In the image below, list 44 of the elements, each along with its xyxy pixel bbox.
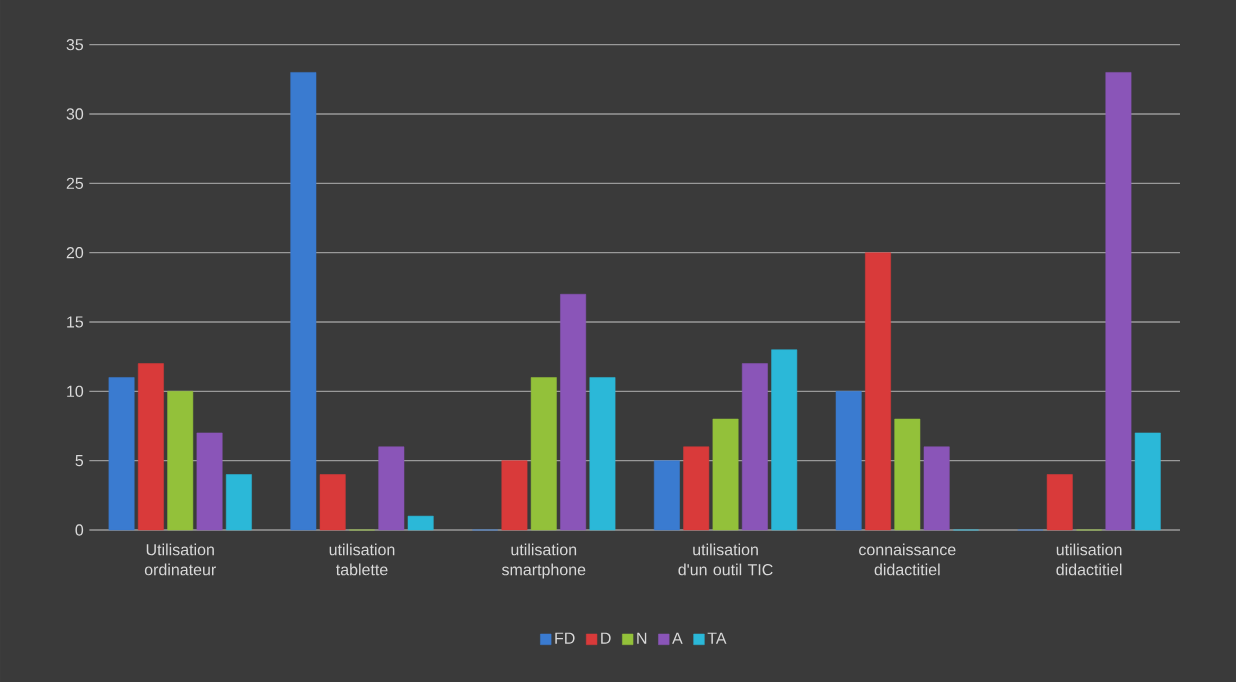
- bar: [1105, 72, 1132, 531]
- bar: [407, 515, 434, 531]
- bar: [589, 377, 616, 531]
- y-tick-label: 20: [66, 247, 84, 259]
- bar: [167, 391, 194, 531]
- y-tick-label: 25: [66, 177, 84, 189]
- bar: [501, 460, 528, 531]
- y-tick-label: 0: [75, 524, 84, 536]
- bar: [378, 446, 405, 531]
- legend-label: A: [672, 632, 683, 644]
- x-tick-label: utilisation d'un outil TIC: [678, 543, 773, 576]
- x-tick-label: utilisation tablette: [329, 543, 395, 576]
- bar: [137, 363, 164, 531]
- bar: [530, 377, 557, 531]
- x-tick-label: utilisation smartphone: [501, 543, 586, 579]
- x-tick-label: utilisation didactitiel: [1056, 543, 1122, 576]
- bar: [683, 446, 710, 531]
- y-tick-label: 30: [66, 108, 84, 120]
- bar: [865, 252, 891, 531]
- bar: [1134, 432, 1161, 531]
- bar: [835, 391, 862, 531]
- y-tick-label: 5: [75, 455, 84, 467]
- legend-label: TA: [707, 632, 727, 644]
- bar: [712, 418, 739, 531]
- y-tick-label: 35: [66, 39, 84, 51]
- bar: [653, 460, 680, 531]
- bar: [196, 432, 223, 531]
- bar: [741, 363, 768, 531]
- bar: [560, 293, 587, 531]
- bar: [923, 446, 950, 531]
- legend-label: D: [601, 632, 611, 644]
- x-tick-label: connaissance didactitiel: [859, 543, 956, 576]
- y-tick-label: 15: [67, 316, 84, 328]
- x-tick-label: Utilisation ordinateur: [144, 543, 216, 576]
- bar: [290, 72, 317, 531]
- bar: [1046, 474, 1073, 531]
- legend-label: N: [637, 632, 647, 644]
- y-tick-label: 10: [67, 385, 84, 397]
- bar: [894, 418, 921, 531]
- bar: [225, 474, 252, 531]
- bar: [771, 349, 798, 531]
- legend-label: FD: [555, 632, 575, 644]
- bar: [108, 377, 135, 531]
- bar: [319, 474, 346, 531]
